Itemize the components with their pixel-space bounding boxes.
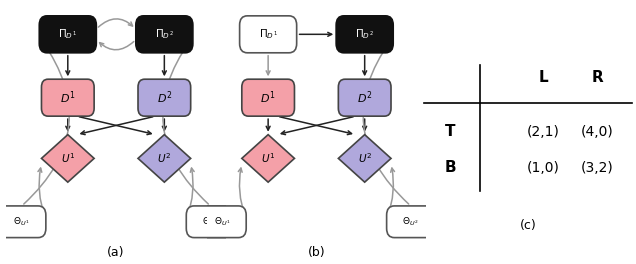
Text: $\Pi_{D^2}$: $\Pi_{D^2}$ bbox=[155, 27, 174, 41]
FancyBboxPatch shape bbox=[39, 16, 96, 53]
FancyBboxPatch shape bbox=[198, 206, 246, 238]
Text: (a): (a) bbox=[107, 246, 125, 259]
FancyBboxPatch shape bbox=[387, 206, 435, 238]
Text: (c): (c) bbox=[520, 219, 536, 232]
Polygon shape bbox=[242, 135, 294, 182]
Text: $U^1$: $U^1$ bbox=[60, 152, 75, 165]
Text: (b): (b) bbox=[308, 246, 325, 259]
FancyBboxPatch shape bbox=[242, 79, 294, 116]
FancyBboxPatch shape bbox=[338, 79, 391, 116]
Text: (1,0): (1,0) bbox=[527, 161, 560, 175]
FancyBboxPatch shape bbox=[336, 16, 393, 53]
Polygon shape bbox=[138, 135, 191, 182]
Text: $D^1$: $D^1$ bbox=[60, 89, 76, 106]
Text: T: T bbox=[445, 125, 455, 139]
Text: $D^2$: $D^2$ bbox=[156, 89, 172, 106]
FancyBboxPatch shape bbox=[186, 206, 235, 238]
Text: L: L bbox=[538, 70, 548, 85]
FancyBboxPatch shape bbox=[240, 16, 296, 53]
Text: $\Pi_{D^1}$: $\Pi_{D^1}$ bbox=[59, 27, 77, 41]
Text: $U^2$: $U^2$ bbox=[157, 152, 172, 165]
Text: $\Pi_{D^1}$: $\Pi_{D^1}$ bbox=[259, 27, 277, 41]
Text: R: R bbox=[591, 70, 603, 85]
FancyBboxPatch shape bbox=[0, 206, 46, 238]
Polygon shape bbox=[41, 135, 94, 182]
Text: (2,1): (2,1) bbox=[527, 125, 560, 139]
Text: (4,0): (4,0) bbox=[581, 125, 614, 139]
Text: $\Theta_{U^2}$: $\Theta_{U^2}$ bbox=[202, 215, 219, 228]
Text: $D^2$: $D^2$ bbox=[357, 89, 373, 106]
Text: $\Pi_{D^2}$: $\Pi_{D^2}$ bbox=[356, 27, 374, 41]
Text: $U^2$: $U^2$ bbox=[357, 152, 372, 165]
Text: $U^1$: $U^1$ bbox=[261, 152, 275, 165]
Polygon shape bbox=[338, 135, 391, 182]
Text: $\Theta_{U^2}$: $\Theta_{U^2}$ bbox=[403, 215, 419, 228]
FancyBboxPatch shape bbox=[136, 16, 193, 53]
Text: $\Theta_{U^1}$: $\Theta_{U^1}$ bbox=[214, 215, 230, 228]
Text: $D^1$: $D^1$ bbox=[260, 89, 276, 106]
FancyBboxPatch shape bbox=[138, 79, 191, 116]
Text: (3,2): (3,2) bbox=[581, 161, 614, 175]
FancyBboxPatch shape bbox=[41, 79, 94, 116]
Text: $\Theta_{U^1}$: $\Theta_{U^1}$ bbox=[13, 215, 30, 228]
Text: B: B bbox=[444, 160, 456, 175]
